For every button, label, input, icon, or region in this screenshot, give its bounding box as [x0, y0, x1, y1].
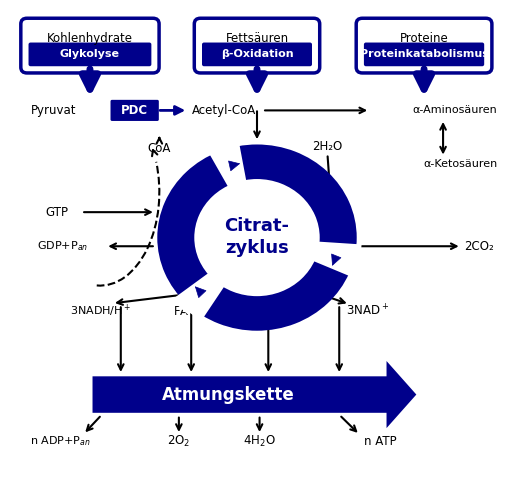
- Text: CoA: CoA: [148, 142, 171, 156]
- FancyBboxPatch shape: [194, 18, 320, 73]
- FancyBboxPatch shape: [202, 43, 312, 66]
- Text: zyklus: zyklus: [225, 239, 289, 257]
- Wedge shape: [157, 144, 357, 331]
- Text: 3NADH/H$^+$: 3NADH/H$^+$: [70, 303, 131, 319]
- Text: Glykolyse: Glykolyse: [60, 49, 120, 60]
- Text: Acetyl-CoA: Acetyl-CoA: [192, 104, 256, 117]
- FancyBboxPatch shape: [28, 43, 151, 66]
- Wedge shape: [208, 141, 247, 190]
- Text: α-Aminosäuren: α-Aminosäuren: [413, 106, 498, 115]
- FancyBboxPatch shape: [111, 100, 159, 121]
- Text: n ADP+P$_{an}$: n ADP+P$_{an}$: [30, 435, 91, 448]
- Text: Pyruvat: Pyruvat: [30, 104, 76, 117]
- Polygon shape: [93, 361, 416, 428]
- Text: Kohlenhydrate: Kohlenhydrate: [47, 32, 133, 45]
- Text: Proteinkatabolismus: Proteinkatabolismus: [360, 49, 488, 60]
- Wedge shape: [174, 271, 227, 321]
- Circle shape: [150, 137, 364, 338]
- Text: 3NAD$^+$: 3NAD$^+$: [346, 303, 389, 319]
- Wedge shape: [309, 241, 362, 277]
- FancyBboxPatch shape: [364, 43, 484, 66]
- Text: 2O$_2$: 2O$_2$: [167, 434, 191, 449]
- Text: 4H$_2$O: 4H$_2$O: [243, 434, 276, 449]
- Circle shape: [196, 180, 318, 295]
- Text: PDC: PDC: [121, 104, 148, 117]
- Text: β-Oxidation: β-Oxidation: [221, 49, 293, 60]
- Text: FAD: FAD: [264, 305, 286, 319]
- Text: 2CO₂: 2CO₂: [464, 240, 493, 253]
- Text: FADH$_2$: FADH$_2$: [173, 304, 212, 320]
- Text: 2H₂O: 2H₂O: [313, 140, 342, 153]
- Text: α-Ketosäuren: α-Ketosäuren: [424, 159, 498, 169]
- Text: Fettsäuren: Fettsäuren: [226, 32, 288, 45]
- Text: n ATP: n ATP: [364, 435, 397, 448]
- Text: GDP+P$_{an}$: GDP+P$_{an}$: [37, 240, 88, 253]
- FancyBboxPatch shape: [21, 18, 159, 73]
- Text: GTP: GTP: [45, 205, 68, 219]
- Text: Proteine: Proteine: [400, 32, 448, 45]
- Text: Atmungskette: Atmungskette: [162, 385, 295, 404]
- FancyBboxPatch shape: [356, 18, 492, 73]
- Text: Citrat-: Citrat-: [225, 217, 289, 235]
